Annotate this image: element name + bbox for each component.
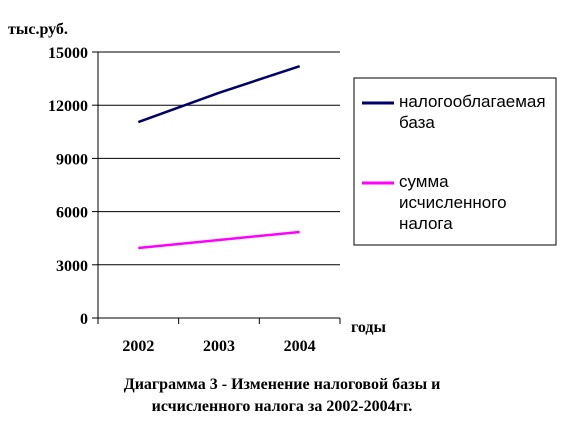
- legend-label-line: сумма: [399, 172, 449, 191]
- legend-box: [353, 77, 557, 246]
- legend-label-line: налога: [399, 214, 453, 233]
- y-axis-unit-label: тыс.руб.: [8, 21, 68, 38]
- legend-label-line: исчисленного: [399, 193, 507, 212]
- plot-area: 0 3000 6000 9000 12000 15000 2002 2003 2004: [48, 45, 341, 355]
- y-tick-label: 0: [80, 311, 88, 328]
- x-tick-label: 2004: [284, 338, 316, 355]
- legend-label-line: налогооблагаемая: [399, 92, 546, 111]
- legend-label-line: база: [399, 113, 435, 132]
- chart-caption-line-2: исчисленного налога за 2002-2004гг.: [151, 398, 413, 415]
- x-tick-label: 2002: [122, 338, 154, 355]
- legend: налогооблагаемая база сумма исчисленного нал…: [353, 77, 557, 246]
- y-tick-label: 6000: [56, 205, 88, 222]
- chart-caption-line-1: Диаграмма 3 - Изменение налоговой базы и: [123, 376, 441, 393]
- y-tick-label: 12000: [48, 98, 88, 115]
- x-axis-title: годы: [351, 319, 387, 336]
- series-line-2: [138, 230, 300, 250]
- y-tick-label: 3000: [56, 258, 88, 275]
- y-tick-label: 15000: [48, 45, 88, 62]
- series-line-1: [137, 64, 301, 124]
- x-tick-label: 2003: [203, 338, 235, 355]
- y-tick-label: 9000: [56, 151, 88, 168]
